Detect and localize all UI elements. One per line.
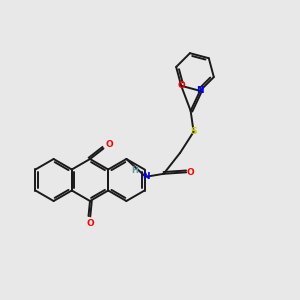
Text: O: O [106,140,113,149]
Text: O: O [187,168,194,177]
Text: O: O [177,81,185,90]
Text: S: S [190,127,197,136]
Text: N: N [196,86,204,95]
Text: H: H [132,166,139,175]
Text: N: N [142,172,149,181]
Text: O: O [86,219,94,228]
